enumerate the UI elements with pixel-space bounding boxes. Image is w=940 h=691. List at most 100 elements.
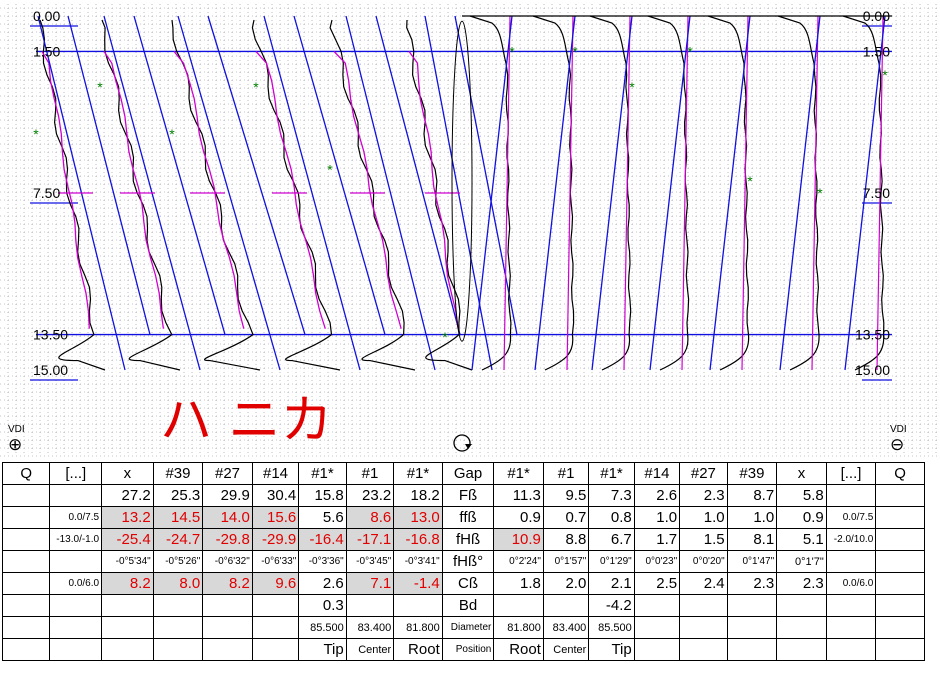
table-cell: -2.0/10.0 [825,528,877,551]
tangent-line [779,15,821,371]
table-cell: 5.1 [776,528,827,551]
profile-chart: ******* ****** 0.001.507.5013.5015.000.00… [0,4,940,457]
table-cell: 0°1'57" [542,550,590,573]
table-cell: 81.800 [393,616,443,639]
table-cell [49,594,103,617]
tangent-line [649,15,691,371]
table-cell: Position [441,638,495,661]
profile-curve [171,19,261,371]
table-cell [1,528,51,551]
table-cell: 0°1'7" [776,550,827,573]
table-row: 0.3 Bd -4.2 [1,594,925,617]
marker-star: * [882,67,888,83]
table-cell: -0°3'36" [298,550,347,573]
table-cell [633,616,681,639]
table-cell: 14.5 [152,506,204,529]
table-cell: 0.7 [542,506,590,529]
table-cell: #14 [251,462,300,485]
table-cell: -29.9 [251,528,300,551]
table-cell: 2.4 [679,572,728,595]
table-cell: 0.9 [776,506,827,529]
table-row: Q [...] x #39 #27 #14 #1* #1 #1* Gap #1* #1 #1* #14 #2… [1,462,925,485]
table-cell: -13.0/-1.0 [49,528,103,551]
table-cell [679,616,728,639]
depth-tick-label-left: 1.50 [33,43,60,59]
tangent-line [345,15,436,371]
table-cell [1,638,51,661]
table-cell: 9.6 [251,572,300,595]
table-cell: 13.2 [101,506,154,529]
table-cell: Fß [441,484,495,507]
table-cell: Tip [298,638,347,661]
fit-curve [503,15,511,371]
table-cell [1,484,51,507]
table-cell: -29.8 [202,528,253,551]
table-cell: 8.1 [726,528,778,551]
table-cell [633,594,681,617]
table-cell [825,638,877,661]
table-cell: #1* [493,462,544,485]
table-cell: #39 [152,462,204,485]
table-cell: 0°1'29" [588,550,635,573]
table-cell: 15.6 [251,506,300,529]
table-cell: 18.2 [393,484,443,507]
table-cell [875,594,925,617]
table-cell: Center [542,638,590,661]
profile-curve [39,19,106,371]
table-cell: Center [345,638,395,661]
table-cell [776,638,827,661]
depth-tick-label-left: 0.00 [33,8,60,24]
table-cell: 9.5 [542,484,590,507]
table-cell: -16.8 [393,528,443,551]
tangent-line [133,15,226,335]
fit-curve [173,50,245,329]
table-cell: #27 [202,462,253,485]
table-cell [49,638,103,661]
table-cell: 0.8 [588,506,635,529]
vdi-plus-icon: ⊕ [8,435,22,454]
table-cell [251,594,300,617]
table-cell: Gap [441,462,495,485]
depth-tick-label-left: 15.00 [33,362,68,378]
table-cell: 5.6 [298,506,347,529]
table-cell: 13.0 [393,506,443,529]
fit-curve [681,15,689,371]
table-cell: 0.0/7.5 [49,506,103,529]
table-cell [875,572,925,595]
table-cell: 85.500 [588,616,635,639]
table-cell: 2.1 [588,572,635,595]
table-cell: -1.4 [393,572,443,595]
table-cell [726,616,778,639]
profile-curve [589,15,632,371]
profile-curve [469,15,512,371]
fit-curve [41,51,90,329]
table-cell [49,550,103,573]
table-cell [875,550,925,573]
table-cell: 23.2 [345,484,395,507]
table-cell: 8.2 [202,572,253,595]
table-cell: [...] [49,462,103,485]
table-cell: Q [875,462,925,485]
table-cell: 8.7 [726,484,778,507]
table-cell: 8.8 [542,528,590,551]
table-row: -0°5'34" -0°5'26" -0°6'32" -0°6'33" -0°3'36"… [1,550,925,573]
tangent-line [709,15,751,371]
marker-star: * [747,173,753,189]
fit-curve [741,15,749,371]
depth-tick-label-right: 7.50 [863,185,890,201]
fit-curve [408,51,459,329]
table-cell: 1.0 [726,506,778,529]
table-cell: x [776,462,827,485]
tangent-line [263,15,361,371]
table-cell [726,638,778,661]
table-cell [825,484,877,507]
marker-star: * [687,43,693,59]
table-cell: -24.7 [152,528,204,551]
table-cell: -0°3'45" [345,550,395,573]
table-cell: 0.0/6.0 [49,572,103,595]
table-cell: 30.4 [251,484,300,507]
table-cell: 5.8 [776,484,827,507]
table-cell: 0.3 [298,594,347,617]
table-cell: x [101,462,154,485]
table-cell: -0°5'26" [152,550,204,573]
